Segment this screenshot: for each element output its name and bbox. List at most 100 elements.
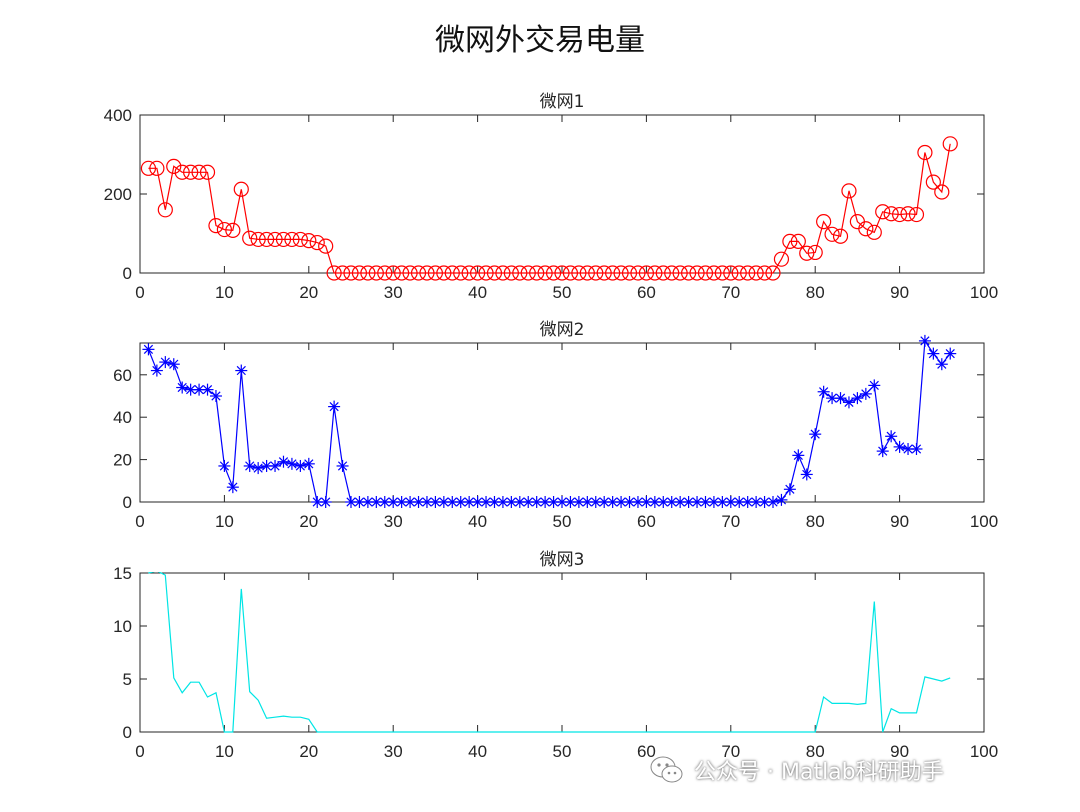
- data-point: [858, 221, 874, 237]
- data-point: [410, 265, 427, 281]
- data-point: [461, 265, 477, 281]
- data-point: [284, 231, 300, 248]
- y-tick-label: 0: [123, 723, 132, 742]
- data-point: [750, 496, 763, 508]
- y-tick-label: 200: [104, 185, 132, 204]
- x-tick-label: 40: [468, 283, 487, 302]
- data-point: [360, 265, 376, 281]
- data-point: [832, 228, 849, 244]
- data-point: [368, 265, 384, 281]
- x-tick-label: 10: [215, 742, 234, 761]
- data-point: [419, 265, 435, 281]
- data-point: [740, 265, 756, 281]
- data-point: [334, 265, 351, 281]
- data-point: [723, 265, 739, 281]
- data-point: [891, 206, 908, 223]
- data-point: [680, 265, 697, 281]
- x-tick-label: 90: [890, 283, 909, 302]
- data-point: [226, 481, 239, 494]
- data-point: [385, 265, 401, 281]
- data-point: [767, 496, 779, 508]
- data-point: [748, 265, 764, 281]
- y-tick-label: 0: [123, 493, 132, 512]
- data-point: [302, 457, 315, 470]
- y-tick-label: 10: [113, 617, 132, 636]
- data-point: [488, 496, 501, 508]
- series-line: [148, 572, 951, 733]
- x-tick-label: 10: [215, 283, 234, 302]
- data-point: [724, 496, 737, 508]
- x-tick-label: 0: [135, 283, 144, 302]
- data-point: [537, 265, 553, 281]
- data-point: [512, 265, 528, 281]
- data-point: [285, 457, 298, 470]
- data-point: [486, 265, 503, 281]
- x-tick-label: 100: [970, 512, 998, 531]
- y-tick-label: 5: [123, 670, 132, 689]
- data-point: [773, 251, 790, 267]
- data-point: [647, 265, 663, 281]
- data-point: [218, 459, 231, 472]
- x-tick-label: 60: [637, 742, 656, 761]
- data-point: [883, 206, 899, 222]
- data-point: [242, 230, 258, 246]
- subplot-3: 微网3 0 10 20 30 40 50 60 70 80 90 100 0 5 10 15: [113, 550, 998, 761]
- data-point: [157, 202, 173, 218]
- data-point: [216, 221, 232, 238]
- subplot-1: 微网1 0 10 20 30 40 50 60 70 80 90 100 0 200 400: [104, 92, 999, 302]
- data-point: [149, 160, 165, 176]
- x-tick-label: 10: [215, 512, 234, 531]
- data-point: [353, 496, 366, 508]
- data-point: [571, 265, 587, 281]
- data-point: [851, 392, 864, 405]
- data-point: [697, 265, 714, 281]
- data-point: [301, 233, 317, 249]
- data-point: [167, 358, 180, 371]
- x-tick-label: 70: [721, 283, 740, 302]
- data-point: [176, 381, 189, 394]
- data-point: [328, 400, 341, 413]
- x-tick-label: 30: [384, 283, 403, 302]
- data-point: [910, 443, 923, 455]
- data-point: [790, 233, 806, 249]
- data-point: [503, 265, 519, 281]
- data-point: [756, 265, 773, 281]
- x-tick-label: 100: [970, 742, 998, 761]
- series-line: [147, 342, 951, 503]
- data-point: [875, 204, 891, 220]
- wechat-icon: [650, 756, 683, 783]
- data-point: [454, 496, 467, 508]
- y-tick-label: 0: [123, 264, 132, 283]
- data-point: [927, 347, 940, 360]
- data-point: [343, 265, 359, 281]
- data-point: [208, 218, 224, 234]
- data-point: [453, 265, 469, 281]
- data-point: [243, 459, 256, 472]
- data-point: [174, 164, 190, 180]
- data-point: [292, 231, 308, 248]
- data-point: [140, 160, 157, 176]
- data-point: [841, 183, 857, 199]
- data-point: [716, 496, 729, 508]
- data-point: [166, 158, 182, 174]
- axes-box: [139, 572, 985, 733]
- x-tick-label: 30: [384, 512, 403, 531]
- data-point: [520, 265, 536, 281]
- data-point: [621, 265, 638, 281]
- series-line: [148, 143, 951, 274]
- data-point: [545, 265, 562, 281]
- data-point: [935, 358, 948, 371]
- data-point: [596, 265, 612, 281]
- data-point: [783, 483, 796, 496]
- watermark: 公众号 · Matlab科研助手: [650, 752, 944, 788]
- data-point: [436, 265, 452, 281]
- data-point: [336, 459, 349, 472]
- y-tick-label: 400: [104, 106, 132, 125]
- data-point: [319, 496, 332, 508]
- data-point: [142, 343, 155, 356]
- data-point: [269, 459, 282, 472]
- y-tick-label: 60: [113, 366, 132, 385]
- data-point: [613, 265, 629, 281]
- data-point: [252, 462, 265, 475]
